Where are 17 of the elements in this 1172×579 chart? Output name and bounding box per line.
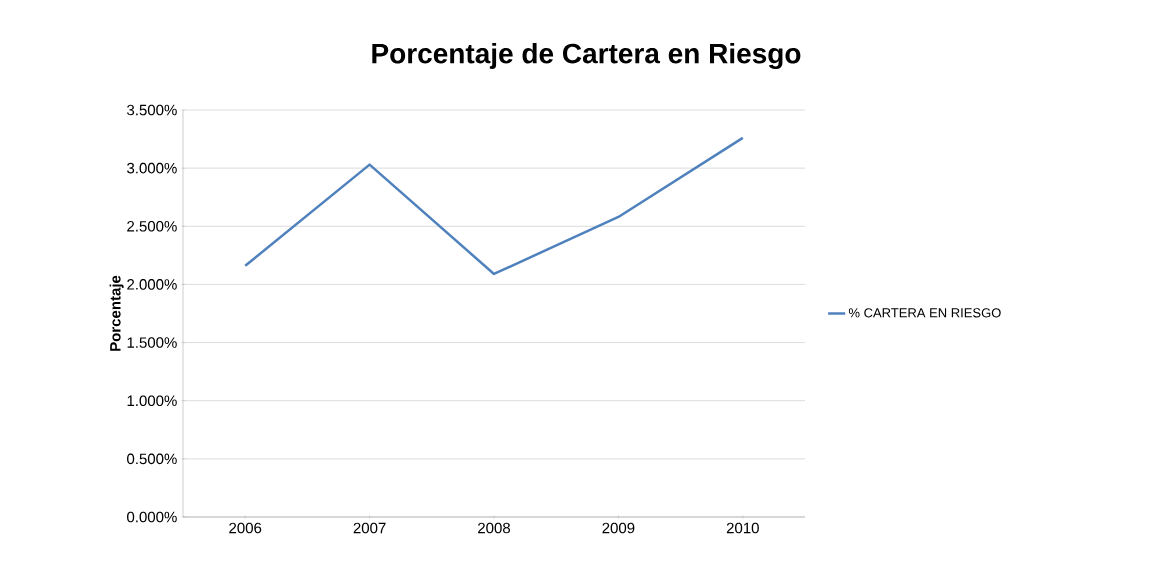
- y-axis-title: Porcentaje: [109, 275, 124, 351]
- y-tick-label: 1.000%: [127, 395, 177, 407]
- legend-label: % CARTERA EN RIESGO: [848, 308, 1001, 318]
- y-tick-label: 3.000%: [127, 162, 177, 174]
- line-series: [243, 136, 745, 276]
- y-tick-label: 0.500%: [127, 453, 177, 465]
- y-tick-label: 3.500%: [127, 104, 177, 116]
- x-tick-label: 2008: [478, 522, 511, 534]
- x-tick-label: 2009: [602, 522, 635, 534]
- y-tick-label: 0.000%: [127, 511, 177, 523]
- y-tick-label: 2.500%: [127, 220, 177, 232]
- x-tick-label: 2010: [726, 522, 759, 534]
- chart-title: Porcentaje de Cartera en Riesgo: [372, 42, 801, 70]
- x-tick-label: 2007: [353, 522, 386, 534]
- y-tick-label: 2.000%: [127, 279, 177, 290]
- x-tick-label: 2006: [229, 522, 262, 534]
- y-tick-label: 1.500%: [127, 337, 177, 348]
